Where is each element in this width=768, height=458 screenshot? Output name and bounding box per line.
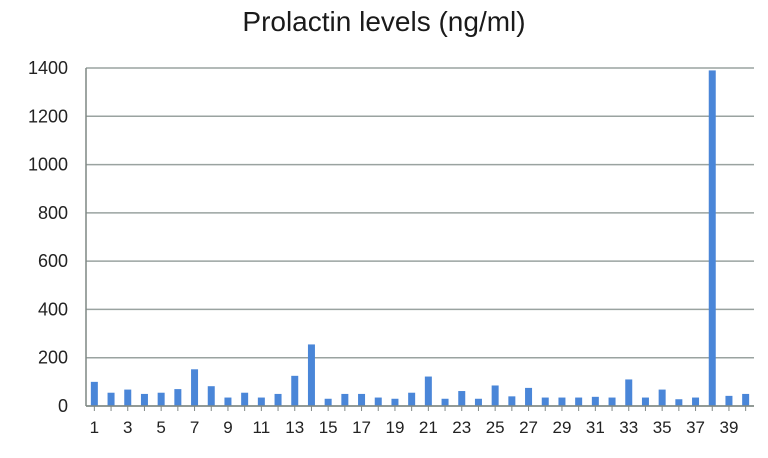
chart-title: Prolactin levels (ng/ml)	[242, 6, 526, 37]
bar	[90, 381, 98, 406]
bar	[391, 398, 399, 406]
bar	[174, 389, 182, 406]
x-tick-label: 23	[452, 418, 471, 437]
bar	[358, 393, 366, 406]
x-tick-label: 13	[285, 418, 304, 437]
x-tick-label: 19	[385, 418, 404, 437]
bar	[641, 397, 649, 406]
bar	[408, 392, 416, 406]
y-tick-label: 400	[38, 299, 68, 319]
bar	[725, 395, 733, 406]
y-tick-label: 600	[38, 251, 68, 271]
bar	[692, 397, 700, 406]
x-tick-label: 29	[552, 418, 571, 437]
x-tick-label: 11	[253, 418, 271, 437]
bar	[458, 391, 466, 406]
x-tick-label: 17	[352, 418, 371, 437]
x-tick-label: 33	[619, 418, 638, 437]
x-tick-label: 15	[319, 418, 338, 437]
y-tick-label: 1400	[28, 58, 68, 78]
x-tick-label: 31	[586, 418, 605, 437]
x-tick-label: 37	[686, 418, 705, 437]
bar	[257, 397, 265, 406]
x-tick-label: 7	[190, 418, 199, 437]
bar	[575, 397, 583, 406]
bar	[140, 393, 148, 406]
bar	[742, 393, 750, 406]
bar	[207, 386, 215, 406]
bar	[708, 70, 716, 407]
bar	[424, 376, 432, 406]
bar	[374, 397, 382, 406]
bar	[224, 397, 232, 406]
bar	[291, 375, 299, 406]
bar	[474, 398, 482, 406]
bar	[591, 396, 599, 406]
x-tick-label: 25	[486, 418, 505, 437]
bar	[107, 392, 115, 406]
y-tick-label: 200	[38, 348, 68, 368]
bar	[307, 344, 315, 406]
bar	[508, 396, 516, 406]
bar	[658, 389, 666, 406]
bar	[241, 392, 249, 406]
bar	[274, 393, 282, 406]
bar	[541, 397, 549, 406]
bar	[157, 392, 165, 406]
y-tick-label: 0	[58, 396, 68, 416]
y-tick-label: 1200	[28, 106, 68, 126]
bar	[525, 387, 533, 406]
bar	[675, 399, 683, 406]
x-tick-label: 1	[90, 418, 99, 437]
x-tick-label: 3	[123, 418, 132, 437]
y-tick-label: 800	[38, 203, 68, 223]
bar	[491, 385, 499, 406]
x-tick-label: 27	[519, 418, 538, 437]
bar	[324, 398, 332, 406]
x-tick-label: 21	[419, 418, 438, 437]
bar	[124, 389, 132, 406]
bar	[191, 369, 199, 406]
x-tick-label: 39	[719, 418, 738, 437]
bar	[625, 379, 633, 406]
bar	[608, 397, 616, 406]
bar	[341, 393, 349, 406]
x-tick-label: 5	[156, 418, 165, 437]
bar	[441, 398, 449, 406]
bar	[558, 397, 566, 406]
x-tick-label: 35	[653, 418, 672, 437]
x-tick-label: 9	[223, 418, 232, 437]
y-tick-label: 1000	[28, 155, 68, 175]
